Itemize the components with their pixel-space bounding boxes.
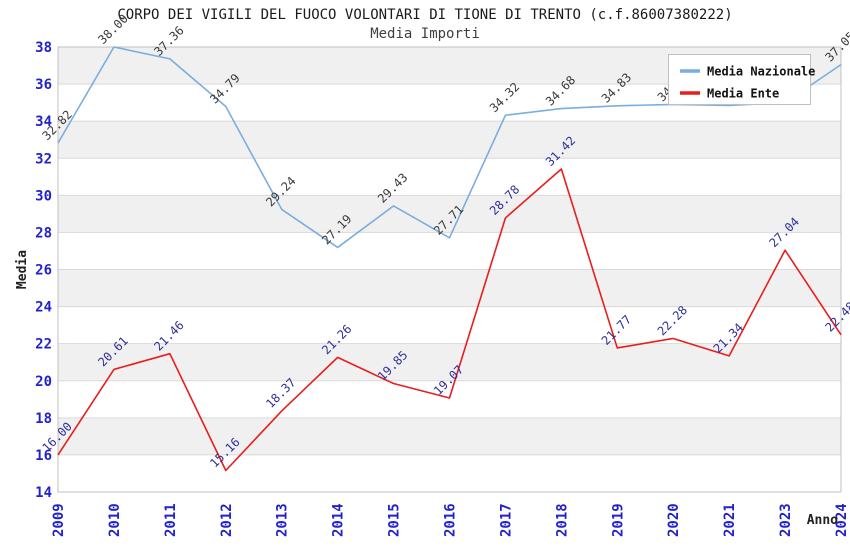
x-tick-label: 2016: [443, 503, 459, 537]
legend-label: Media Ente: [707, 87, 779, 101]
x-tick-label: 2019: [610, 503, 626, 537]
x-tick-label: 2009: [51, 503, 67, 537]
y-tick-label: 18: [35, 411, 52, 427]
x-tick-label: 2015: [387, 503, 403, 537]
y-tick-label: 30: [35, 188, 52, 204]
x-tick-label: 2012: [219, 503, 235, 537]
y-tick-label: 24: [35, 300, 52, 316]
y-tick-label: 20: [35, 374, 52, 390]
y-tick-label: 22: [35, 337, 52, 353]
data-point-label: 38.00: [95, 11, 130, 46]
plot-border: [57, 46, 842, 493]
grid-band: [58, 158, 841, 196]
x-tick-label: 2014: [331, 503, 347, 537]
x-tick-label: 2020: [666, 503, 682, 537]
y-tick-label: 34: [35, 114, 52, 130]
grid-band: [58, 232, 841, 270]
x-tick-label: 2013: [275, 503, 291, 537]
x-tick-label: 2017: [498, 503, 514, 537]
chart-title: CORPO DEI VIGILI DEL FUOCO VOLONTARI DI …: [117, 7, 733, 23]
grid-band: [58, 121, 841, 159]
grid-band: [58, 380, 841, 418]
legend-label: Media Nazionale: [707, 65, 815, 79]
x-tick-label: 2024: [834, 503, 850, 537]
x-tick-label: 2011: [163, 503, 179, 537]
grid-band: [58, 417, 841, 455]
x-tick-label: 2023: [778, 503, 794, 537]
grid-band: [58, 306, 841, 344]
grid-band: [58, 454, 841, 492]
legend-box: [668, 54, 811, 105]
x-axis-title: Anno: [807, 513, 838, 528]
x-tick-label: 2010: [107, 503, 123, 537]
y-tick-label: 32: [35, 151, 52, 167]
x-tick-label: 2018: [554, 503, 570, 537]
series-line: [57, 168, 842, 472]
y-tick-label: 14: [35, 485, 52, 501]
y-tick-label: 38: [35, 40, 52, 56]
y-tick-label: 36: [35, 77, 52, 93]
series-line: [57, 46, 842, 249]
y-axis-title: Media: [15, 250, 30, 289]
chart-subtitle: Media Importi: [370, 26, 480, 42]
x-tick-label: 2021: [722, 503, 738, 537]
y-tick-label: 26: [35, 263, 52, 279]
grid-band: [58, 269, 841, 307]
y-tick-label: 28: [35, 225, 52, 241]
grid-band: [58, 195, 841, 233]
y-tick-label: 16: [35, 448, 52, 464]
